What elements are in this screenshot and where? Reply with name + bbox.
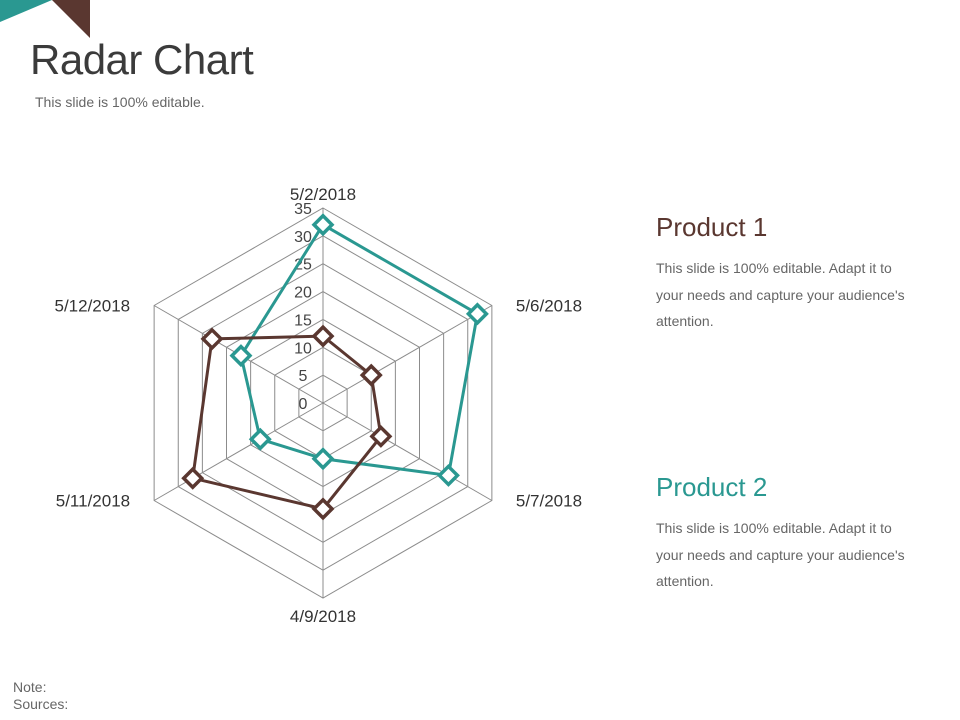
grid-spoke	[153, 402, 324, 501]
brown-corner-shape	[52, 0, 90, 38]
corner-decoration	[0, 0, 90, 38]
legend-description-product-1: This slide is 100% editable. Adapt it to…	[656, 260, 905, 329]
sources-label: Sources:	[13, 696, 69, 712]
page-title: Radar Chart	[30, 36, 254, 83]
page-subtitle: This slide is 100% editable.	[35, 94, 205, 110]
data-point-marker	[369, 424, 393, 448]
category-label: 5/12/2018	[54, 297, 130, 316]
data-point-marker	[248, 427, 272, 451]
legend-title-product-1: Product 1	[656, 212, 768, 242]
data-point-marker	[200, 327, 224, 351]
footnote: Note: Sources:	[13, 679, 68, 713]
radar-chart: 051015202530355/2/20185/6/20185/7/20184/…	[54, 185, 582, 626]
legend-product-2: Product 2 This slide is 100% editable. A…	[656, 472, 906, 595]
legend-product-1: Product 1 This slide is 100% editable. A…	[656, 212, 906, 335]
category-label: 5/11/2018	[56, 492, 130, 511]
radial-tick-label: 5	[299, 368, 308, 385]
legend-description-product-2: This slide is 100% editable. Adapt it to…	[656, 520, 905, 589]
radial-tick-label: 20	[294, 285, 312, 302]
category-label: 5/2/2018	[290, 185, 356, 204]
data-point-marker	[311, 497, 335, 521]
category-label: 5/6/2018	[516, 297, 582, 316]
data-point-marker	[311, 324, 335, 348]
radial-tick-label: 15	[294, 312, 312, 329]
radial-tick-label: 35	[294, 201, 312, 218]
data-point-marker	[311, 213, 335, 237]
grid-spoke	[322, 305, 493, 404]
data-point-marker	[359, 363, 383, 387]
radial-tick-label: 0	[299, 396, 308, 413]
data-point-marker	[436, 463, 460, 487]
radial-tick-label: 10	[294, 340, 312, 357]
legend-title-product-2: Product 2	[656, 472, 768, 502]
teal-corner-shape	[0, 0, 52, 22]
note-label: Note:	[13, 679, 47, 695]
radial-tick-label: 30	[294, 229, 312, 246]
data-point-marker	[181, 466, 205, 490]
data-point-marker	[311, 447, 335, 471]
category-label: 5/7/2018	[516, 492, 582, 511]
data-point-marker	[229, 344, 253, 368]
grid-spoke	[322, 402, 493, 501]
data-point-marker	[465, 302, 489, 326]
category-label: 4/9/2018	[290, 607, 356, 626]
